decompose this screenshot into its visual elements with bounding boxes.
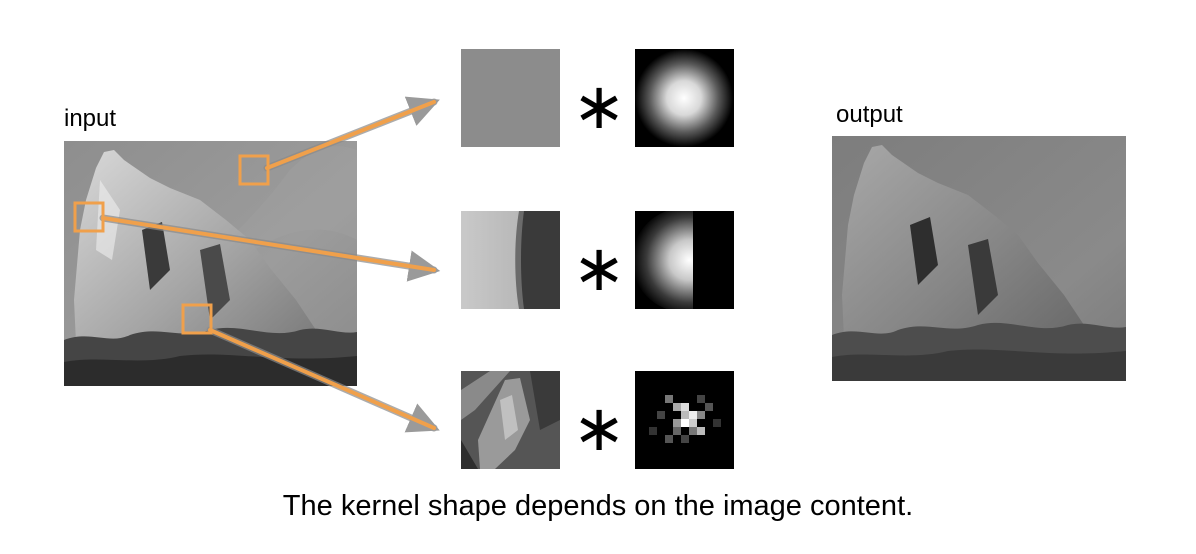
connector-arrows [99, 96, 441, 433]
arrow-1 [265, 100, 436, 170]
arrow-2 [101, 216, 436, 272]
highlight-box-texture [181, 303, 213, 335]
truncated-gaussian-kernel [635, 211, 693, 309]
convolution-operator: ∗ [572, 232, 626, 306]
highlight-box-edge [73, 201, 105, 233]
input-image [64, 141, 357, 386]
sky-patch [461, 49, 560, 147]
convolution-operator: ∗ [572, 392, 626, 466]
output-image [832, 136, 1126, 381]
output-label: output [836, 101, 903, 128]
convolution-operator: ∗ [572, 70, 626, 144]
texture-kernel [649, 395, 721, 443]
row-3: ∗ [461, 371, 734, 469]
caption: The kernel shape depends on the image co… [282, 490, 914, 522]
edge-patch-dark [519, 211, 560, 309]
row-1: ∗ [461, 49, 734, 147]
row-2: ∗ [461, 211, 734, 309]
highlight-boxes [73, 154, 270, 335]
arrow-3 [208, 328, 436, 430]
input-label: input [64, 105, 117, 132]
gaussian-kernel [635, 49, 733, 147]
edge-patch-light [461, 211, 519, 309]
highlight-box-sky [238, 154, 270, 186]
